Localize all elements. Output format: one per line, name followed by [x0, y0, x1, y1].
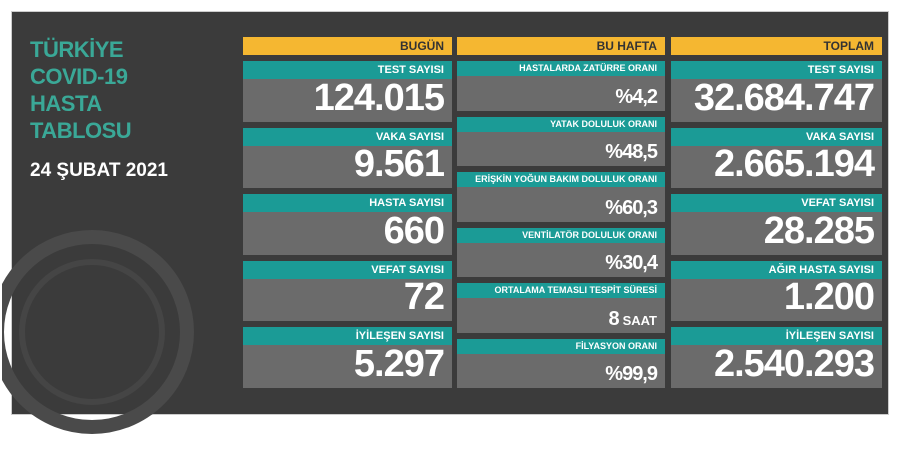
title-line: HASTA — [30, 91, 102, 116]
stat-label: AĞIR HASTA SAYISI — [671, 260, 882, 279]
stat-label: VAKA SAYISI — [243, 127, 452, 146]
stat-card: İYİLEŞEN SAYISI 5.297 — [243, 327, 452, 388]
stat-label: ORTALAMA TEMASLI TESPİT SÜRESİ — [457, 283, 665, 298]
stat-card: VAKA SAYISI 9.561 — [243, 127, 452, 189]
stat-unit: SAAT — [622, 312, 657, 328]
stat-value: %4,2 — [615, 85, 658, 108]
stat-label: VENTİLATÖR DOLULUK ORANI — [457, 227, 665, 243]
stat-card: TEST SAYISI 124.015 — [243, 61, 452, 122]
title-line: COVID-19 — [30, 64, 128, 89]
stat-label: VAKA SAYISI — [671, 127, 882, 146]
stat-card: HASTALARDA ZATÜRRE ORANI %4,2 — [457, 61, 665, 111]
stat-value: 32.684.747 — [693, 76, 875, 119]
column-header: BU HAFTA — [457, 37, 665, 55]
stat-value: 5.297 — [353, 342, 445, 385]
stat-value: 124.015 — [313, 76, 445, 119]
page: TÜRKİYE COVID-19 HASTA TABLOSU 24 ŞUBAT … — [2, 11, 889, 434]
stat-value: 8 SAAT — [608, 307, 657, 330]
stat-value: 9.561 — [353, 143, 445, 186]
stat-value: 660 — [383, 209, 445, 252]
date: 24 ŞUBAT 2021 — [30, 160, 168, 181]
title-line: TABLOSU — [30, 118, 132, 143]
stat-card: FİLYASYON ORANI %99,9 — [457, 338, 665, 388]
stat-value: 2.540.293 — [713, 342, 875, 385]
stat-card: VEFAT SAYISI 72 — [243, 260, 452, 322]
stat-value: 72 — [403, 276, 445, 319]
panel: TÜRKİYE COVID-19 HASTA TABLOSU 24 ŞUBAT … — [2, 11, 889, 434]
stat-value: %60,3 — [605, 196, 658, 219]
stat-card: VEFAT SAYISI 28.285 — [671, 194, 882, 255]
stat-label: TEST SAYISI — [671, 61, 882, 79]
stat-card: İYİLEŞEN SAYISI 2.540.293 — [671, 327, 882, 388]
stat-value: %30,4 — [605, 252, 658, 274]
stat-value: %48,5 — [605, 141, 658, 163]
stat-card: AĞIR HASTA SAYISI 1.200 — [671, 260, 882, 322]
stat-card: ORTALAMA TEMASLI TESPİT SÜRESİ 8 SAAT — [457, 283, 665, 333]
stat-label: VEFAT SAYISI — [243, 260, 452, 279]
stat-card: VENTİLATÖR DOLULUK ORANI %30,4 — [457, 227, 665, 277]
column-header: BUGÜN — [243, 37, 452, 55]
stat-label: VEFAT SAYISI — [671, 194, 882, 213]
stat-label: İYİLEŞEN SAYISI — [243, 327, 452, 346]
stat-label: HASTALARDA ZATÜRRE ORANI — [457, 61, 665, 76]
stat-label: İYİLEŞEN SAYISI — [671, 327, 882, 346]
emblem — [2, 230, 194, 434]
stat-value: 28.285 — [763, 209, 875, 252]
stat-card: HASTA SAYISI 660 — [243, 194, 452, 255]
stat-label: TEST SAYISI — [243, 61, 452, 79]
stat-label: ERİŞKİN YOĞUN BAKIM DOLULUK ORANI — [457, 172, 665, 187]
stat-card: VAKA SAYISI 2.665.194 — [671, 127, 882, 189]
stat-card: TEST SAYISI 32.684.747 — [671, 61, 882, 122]
title: TÜRKİYE COVID-19 HASTA TABLOSU — [30, 36, 132, 144]
stat-label: HASTA SAYISI — [243, 194, 452, 213]
stat-label: YATAK DOLULUK ORANI — [457, 116, 665, 132]
stat-value: 2.665.194 — [713, 143, 875, 186]
stat-label: FİLYASYON ORANI — [457, 338, 665, 354]
stat-value: 1.200 — [783, 276, 875, 319]
column-header: TOPLAM — [671, 37, 882, 55]
stat-card: ERİŞKİN YOĞUN BAKIM DOLULUK ORANI %60,3 — [457, 172, 665, 222]
stat-value: %99,9 — [605, 363, 658, 385]
stat-card: YATAK DOLULUK ORANI %48,5 — [457, 116, 665, 166]
title-line: TÜRKİYE — [30, 37, 124, 62]
